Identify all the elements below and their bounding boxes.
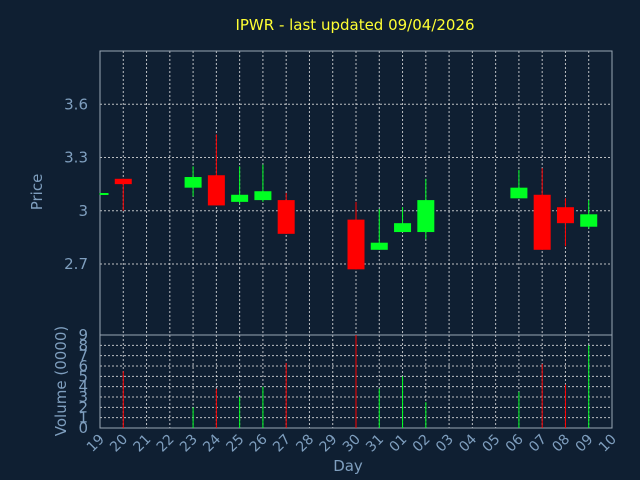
- x-tick-label: 27: [270, 432, 294, 456]
- x-tick-label: 09: [573, 432, 597, 456]
- volume-tick-label: 1: [78, 409, 88, 427]
- volume-tick-label: 3: [78, 388, 88, 406]
- x-tick-label: 01: [386, 432, 410, 456]
- volume-tick-label: 7: [78, 347, 88, 365]
- candle-body: [533, 194, 551, 250]
- candle-body: [417, 200, 435, 233]
- x-tick-label: 08: [549, 432, 573, 456]
- price-tick-label: 3: [78, 202, 88, 220]
- volume-tick-label: 9: [78, 326, 88, 344]
- x-tick-label: 25: [224, 432, 248, 456]
- x-tick-label: 05: [480, 432, 504, 456]
- x-axis: 19 20 21 22 23 24 25 26 27 28 29 30 31 01 02 03 04 05 06 07…: [84, 431, 620, 455]
- volume-tick-label: 2: [78, 398, 88, 416]
- x-tick-label: 26: [247, 431, 271, 455]
- price-tick-label: 2.7: [64, 255, 88, 273]
- x-tick-label: 06: [503, 431, 527, 455]
- candles: [99, 134, 598, 270]
- volume-tick-label: 8: [78, 336, 88, 354]
- candle-body: [347, 219, 365, 270]
- volume-tick-label: 4: [78, 378, 88, 396]
- candle-body: [394, 223, 412, 233]
- candle-body: [277, 200, 295, 234]
- volume-tick-label: 6: [78, 357, 88, 375]
- x-tick-label: 31: [363, 432, 387, 456]
- x-tick-label: 29: [317, 432, 341, 456]
- x-tick-label: 28: [293, 432, 317, 456]
- price-axis: 2.7 3 3.3 3.6: [64, 95, 88, 273]
- x-tick-label: 02: [410, 432, 434, 456]
- candle-body: [556, 207, 574, 224]
- candle-body: [580, 214, 598, 227]
- x-tick-label: 24: [200, 431, 224, 455]
- x-tick-label: 10: [596, 432, 620, 456]
- x-tick-label: 20: [107, 432, 131, 456]
- x-tick-label: 04: [456, 431, 480, 455]
- candle-body: [207, 175, 225, 206]
- price-tick-label: 3.6: [64, 95, 88, 113]
- x-tick-label: 07: [526, 432, 550, 456]
- volume-axis-label: Volume (0000): [52, 326, 70, 436]
- x-tick-label: 30: [340, 432, 364, 456]
- candle-body: [100, 193, 109, 195]
- candle-body: [231, 194, 249, 202]
- candle-body: [114, 178, 132, 185]
- x-tick-label: 03: [433, 432, 457, 456]
- chart-title: IPWR - last updated 09/04/2026: [235, 16, 474, 34]
- volume-bars: [122, 335, 590, 428]
- x-tick-label: 23: [177, 432, 201, 456]
- x-tick-label: 22: [154, 432, 178, 456]
- price-axis-label: Price: [28, 174, 46, 211]
- price-tick-label: 3.3: [64, 149, 88, 167]
- volume-tick-label: 0: [78, 419, 88, 437]
- x-axis-label: Day: [333, 457, 363, 475]
- x-tick-label: 21: [130, 432, 154, 456]
- candle-body: [254, 191, 272, 201]
- candle-body: [510, 187, 528, 199]
- price-grid: [100, 51, 612, 335]
- candle-body: [184, 177, 202, 188]
- volume-tick-label: 5: [78, 367, 88, 385]
- candle-body: [370, 242, 388, 250]
